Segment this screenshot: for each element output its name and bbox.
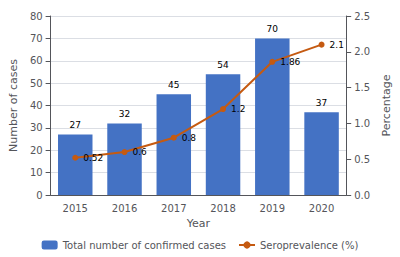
svg-text:1.5: 1.5 (354, 82, 370, 93)
svg-text:0.5: 0.5 (354, 154, 370, 165)
svg-text:54: 54 (217, 60, 229, 70)
svg-text:0.8: 0.8 (182, 133, 197, 143)
svg-text:2018: 2018 (210, 203, 235, 214)
svg-text:2.1: 2.1 (330, 40, 344, 50)
svg-text:45: 45 (168, 80, 179, 90)
svg-text:60: 60 (30, 55, 43, 66)
svg-text:80: 80 (30, 11, 43, 22)
svg-text:1.86: 1.86 (280, 57, 300, 67)
svg-text:0.0: 0.0 (354, 190, 370, 201)
svg-text:0: 0 (36, 190, 42, 201)
svg-text:70: 70 (267, 24, 279, 34)
svg-text:27: 27 (70, 120, 81, 130)
svg-text:32: 32 (119, 109, 130, 119)
svg-text:30: 30 (30, 122, 43, 133)
svg-text:10: 10 (30, 167, 43, 178)
svg-text:40: 40 (30, 100, 43, 111)
svg-text:Seroprevalence (%): Seroprevalence (%) (260, 240, 358, 251)
svg-text:2020: 2020 (309, 203, 334, 214)
svg-text:37: 37 (316, 98, 327, 108)
svg-text:Year: Year (186, 217, 211, 230)
svg-text:Total number of confirmed case: Total number of confirmed cases (62, 240, 226, 251)
svg-text:0.52: 0.52 (83, 153, 103, 163)
svg-text:0.6: 0.6 (133, 147, 148, 157)
svg-text:20: 20 (30, 145, 43, 156)
svg-text:Percentage: Percentage (380, 74, 393, 136)
svg-text:2016: 2016 (112, 203, 137, 214)
svg-text:2017: 2017 (161, 203, 186, 214)
svg-text:2.5: 2.5 (354, 11, 370, 22)
svg-text:Number of cases: Number of cases (7, 59, 20, 152)
svg-text:2019: 2019 (260, 203, 285, 214)
svg-text:1.2: 1.2 (231, 104, 245, 114)
svg-text:50: 50 (30, 78, 43, 89)
svg-text:70: 70 (30, 33, 43, 44)
svg-text:1.0: 1.0 (354, 118, 370, 129)
svg-text:2015: 2015 (63, 203, 88, 214)
svg-text:2.0: 2.0 (354, 46, 370, 57)
